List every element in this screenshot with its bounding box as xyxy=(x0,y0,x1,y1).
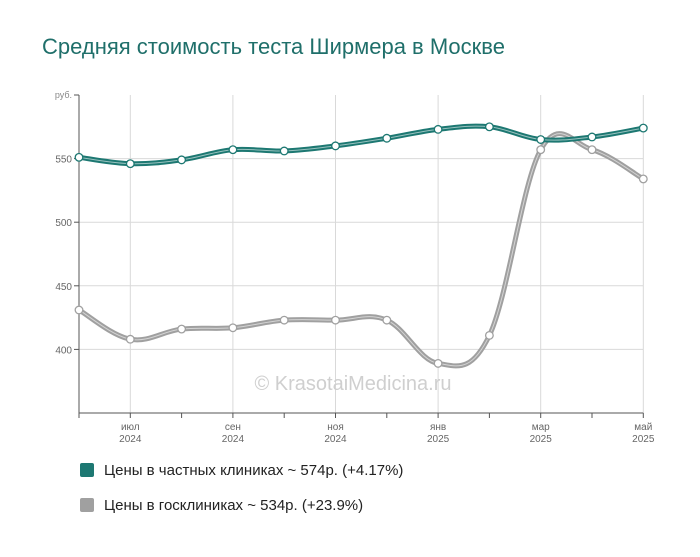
data-point-private xyxy=(382,133,392,143)
chart-title: Средняя стоимость теста Ширмера в Москве xyxy=(42,34,505,59)
x-tick-label-month: июл xyxy=(121,422,140,433)
data-point-public xyxy=(228,323,238,333)
x-tick-label-year: 2025 xyxy=(530,434,553,445)
data-point-private xyxy=(536,135,546,144)
x-tick-label-month: ноя xyxy=(327,422,344,433)
legend-label-public: Цены в госклиниках ~ 534р. (+23.9%) xyxy=(104,496,364,514)
data-point-public xyxy=(382,315,392,325)
y-axis-label: руб. xyxy=(55,90,72,100)
data-point-private xyxy=(433,124,443,134)
data-point-private xyxy=(587,132,597,142)
data-point-public xyxy=(638,174,648,184)
data-point-private xyxy=(279,146,289,156)
x-tick-label-year: 2024 xyxy=(222,434,245,445)
axes: 400450500550руб.июл2024сен2024ноя2024янв… xyxy=(55,90,655,445)
data-point-private xyxy=(228,145,238,155)
legend-swatch-private xyxy=(80,463,94,477)
legend-item-public[interactable]: Цены в госклиниках ~ 534р. (+23.9%) xyxy=(80,495,403,515)
data-point-public xyxy=(536,145,546,155)
data-point-private xyxy=(177,155,187,165)
data-point-public xyxy=(125,334,135,344)
x-tick-label-year: 2025 xyxy=(427,434,450,445)
x-tick-label-month: май xyxy=(634,422,652,433)
legend-swatch-public xyxy=(80,498,94,512)
y-tick-label: 450 xyxy=(55,282,72,293)
data-point-private xyxy=(74,152,84,162)
data-point-public xyxy=(331,315,340,325)
series-layer xyxy=(74,122,648,369)
y-tick-label: 550 xyxy=(55,155,72,166)
legend-item-private[interactable]: Цены в частных клиниках ~ 574р. (+4.17%) xyxy=(80,460,403,480)
data-point-private xyxy=(331,141,340,151)
series-line-highlight-private xyxy=(78,125,644,165)
data-point-public xyxy=(74,305,84,315)
legend: Цены в частных клиниках ~ 574р. (+4.17%)… xyxy=(80,460,403,530)
x-tick-label-month: мар xyxy=(532,422,550,433)
series-line-public xyxy=(76,131,646,369)
data-point-private xyxy=(638,123,648,133)
data-point-public xyxy=(177,324,187,334)
x-tick-label-year: 2024 xyxy=(324,434,347,445)
x-tick-label-year: 2024 xyxy=(119,434,142,445)
x-tick-label-year: 2025 xyxy=(632,434,655,445)
data-point-public xyxy=(433,358,443,368)
x-tick-label-month: янв xyxy=(430,422,446,433)
x-tick-label-month: сен xyxy=(225,422,241,433)
legend-label-private: Цены в частных клиниках ~ 574р. (+4.17%) xyxy=(104,461,404,479)
watermark: © KrasotaiMedicina.ru xyxy=(254,373,451,395)
data-point-public xyxy=(279,315,289,325)
data-point-private xyxy=(484,122,494,132)
data-point-public xyxy=(484,330,494,340)
y-tick-label: 500 xyxy=(55,218,72,229)
y-tick-label: 400 xyxy=(55,345,72,356)
data-point-public xyxy=(587,145,597,155)
data-point-private xyxy=(125,159,135,169)
